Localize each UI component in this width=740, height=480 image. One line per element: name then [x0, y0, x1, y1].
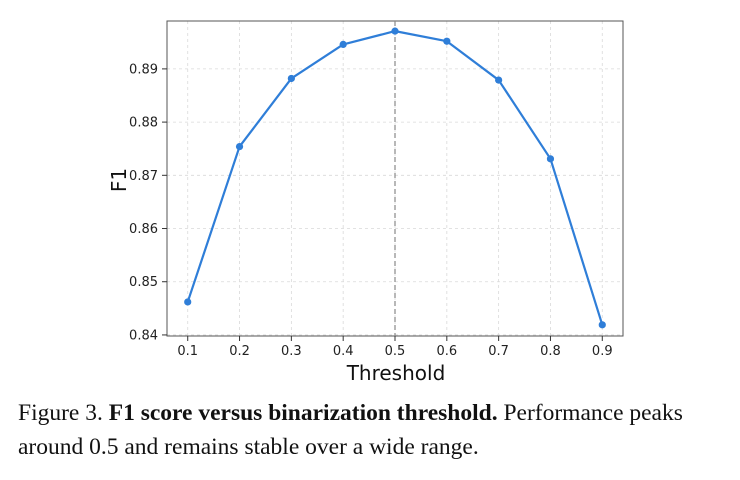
f1-data-point [443, 37, 451, 45]
y-tick-label: 0.86 [129, 222, 158, 237]
f1-data-point [391, 27, 399, 35]
f1-data-point [598, 321, 606, 329]
f1-data-point [495, 76, 503, 84]
f1-data-point [546, 155, 555, 163]
f1-threshold-chart: 0.1 0.2 0.3 0.4 0.5 0.6 0.7 0.8 0.9 0.84 0.85 0.86 0… [107, 20, 624, 385]
x-tick-label: 0.5 [385, 344, 406, 359]
f1-data-point [287, 74, 295, 83]
series [184, 21, 606, 336]
caption-text: Performance peaks around 0.5 and remains… [18, 400, 683, 460]
axes: 0.1 0.2 0.3 0.4 0.5 0.6 0.7 0.8 0.9 0.84 0.85 0.86 0… [129, 62, 613, 359]
caption-title: F1 score versus binarization threshold. [108, 400, 498, 426]
x-tick-label: 0.2 [229, 344, 250, 359]
x-tick-label: 0.3 [281, 344, 302, 359]
figure-caption: Figure 3. F1 score versus binarization t… [18, 396, 730, 464]
x-tick-label: 0.1 [177, 344, 198, 359]
figure-label: Figure 3. [18, 400, 103, 426]
y-tick-label: 0.89 [129, 62, 158, 77]
f1-data-point [235, 142, 244, 151]
x-tick-label: 0.7 [488, 344, 509, 359]
x-tick-label: 0.9 [592, 344, 613, 359]
x-tick-label: 0.8 [540, 344, 561, 359]
f1-data-point [339, 40, 347, 49]
x-axis-label: Threshold [346, 361, 446, 385]
y-tick-label: 0.85 [129, 275, 158, 290]
y-tick-label: 0.84 [129, 328, 158, 343]
y-tick-label: 0.88 [129, 116, 158, 131]
x-tick-label: 0.4 [333, 344, 354, 359]
x-tick-label: 0.6 [436, 344, 457, 359]
f1-data-point [184, 298, 192, 306]
y-tick-label: 0.87 [129, 169, 158, 184]
y-axis-label: F1 [107, 168, 131, 192]
